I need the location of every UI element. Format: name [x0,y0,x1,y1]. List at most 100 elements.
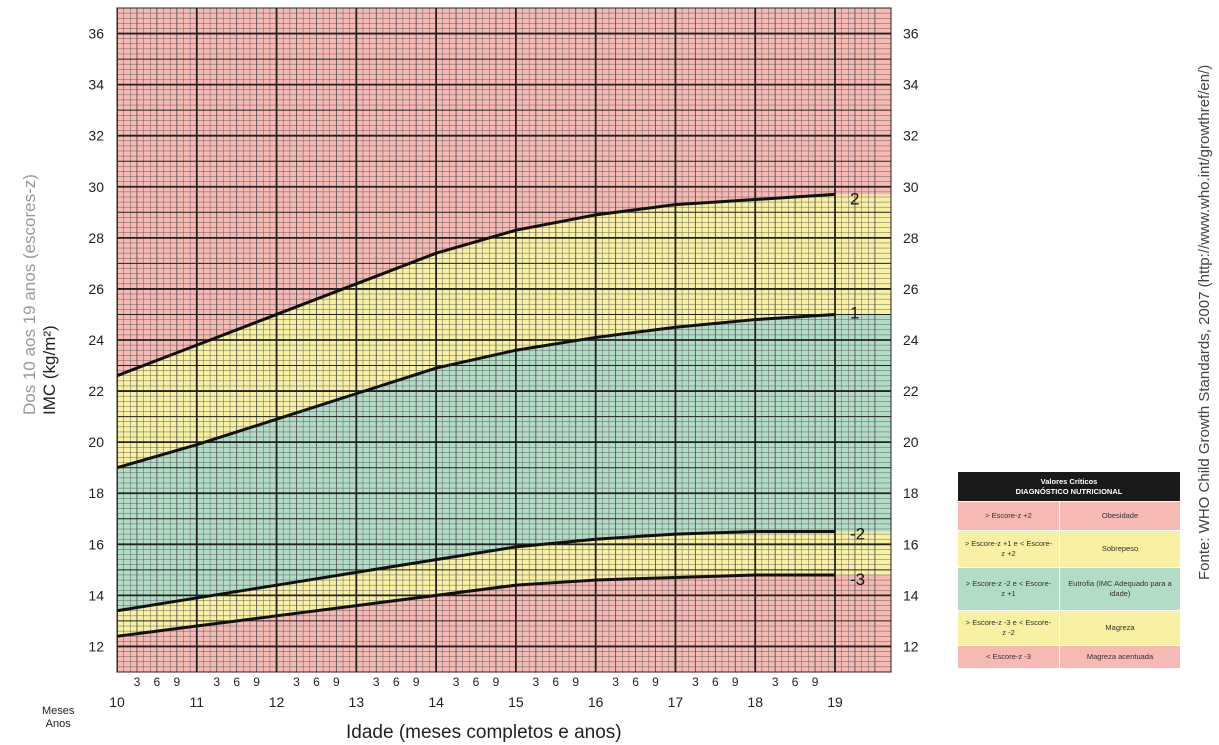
x-month-label: 6 [154,675,161,689]
y-axis-title: Dos 10 aos 19 anos (escores-z) IMC (kg/m… [6,10,96,650]
x-axis-corner-labels: Meses Anos [42,705,74,731]
x-month-label: 9 [652,675,659,689]
legend-criterion: > Escore-z +2 [958,502,1060,530]
x-year-label: 17 [668,694,684,710]
x-month-label: 9 [732,675,739,689]
x-year-label: 11 [190,694,205,710]
y-tick-label-left: 16 [88,536,104,552]
y-tick-label-right: 18 [903,485,919,501]
y-tick-label-left: 30 [88,179,104,195]
x-year-label: 14 [428,694,444,710]
x-month-label: 3 [692,675,699,689]
y-tick-label-left: 22 [88,383,104,399]
zscore-line [117,312,836,470]
x-month-label: 6 [313,675,320,689]
x-month-label: 9 [333,675,340,689]
source-note: Fonte: WHO Child Growth Standards, 2007 … [1196,64,1213,580]
x-month-label: 9 [493,675,500,689]
months-label: Meses [42,705,75,717]
series-label: 1 [850,303,859,322]
x-month-label: 6 [473,675,480,689]
zscore-line [117,573,835,638]
y-tick-label-left: 12 [88,638,104,654]
y-tick-label-right: 34 [903,77,919,93]
x-month-label: 9 [572,675,579,689]
y-tick-label-right: 12 [903,638,919,654]
x-month-label: 3 [293,675,300,689]
legend-diagnosis: Eutrofia (IMC Adequado para a idade) [1068,579,1172,598]
y-tick-label-right: 24 [903,332,919,348]
x-month-label: 9 [812,675,819,689]
x-year-label: 15 [508,694,524,710]
x-month-label: 6 [632,675,639,689]
x-month-label: 3 [213,675,220,689]
x-month-label: 9 [253,675,260,689]
x-month-label: 6 [233,675,240,689]
y-tick-label-right: 20 [903,434,919,450]
legend-criterion: < Escore-z -3 [958,646,1060,668]
y-tick-label-left: 28 [88,230,104,246]
series-label: 2 [850,189,859,208]
legend-criterion: > Escore-z +1 e < Escore-z +2 [958,531,1060,567]
y-tick-label-left: 32 [88,128,104,144]
legend-row-sobrepeso: > Escore-z +1 e < Escore-z +2 Sobrepeso [958,530,1180,567]
y-tick-label-right: 28 [903,230,919,246]
y-tick-label-left: 14 [88,587,104,603]
y-tick-label-right: 22 [903,383,919,399]
zone-magreza-ext [835,531,891,575]
y-tick-label-right: 26 [903,281,919,297]
zone-sobrepeso-ext [835,194,891,315]
x-month-label: 9 [173,675,180,689]
legend-header: Valores Críticos DIAGNÓSTICO NUTRICIONAL [958,472,1180,501]
y-tick-label-left: 36 [88,26,104,42]
x-axis-title: Idade (meses completos e anos) [346,722,622,743]
x-month-label: 6 [792,675,799,689]
y-tick-label-left: 26 [88,281,104,297]
x-month-label: 9 [413,675,420,689]
y-tick-label-left: 20 [88,434,104,450]
x-year-label: 16 [588,694,604,710]
y-axis-title-line-2: IMC (kg/m²) [40,325,59,415]
legend-row-eutrofia: > Escore-z -2 e < Escore-z +1 Eutrofia (… [958,567,1180,610]
plot-area [117,8,891,672]
series-label: -2 [850,525,865,544]
x-month-label: 3 [373,675,380,689]
grid [117,8,891,672]
zscore-line [117,530,835,613]
y-tick-label-left: 24 [88,332,104,348]
legend-criterion: > Escore-z -2 e < Escore-z +1 [958,568,1060,610]
x-month-label: 3 [453,675,460,689]
series-label: -3 [850,570,865,589]
x-month-label: 6 [552,675,559,689]
y-tick-label-right: 30 [903,179,919,195]
x-month-label: 3 [612,675,619,689]
years-label: Anos [45,718,71,730]
legend-diagnosis: Magreza acentuada [1086,652,1154,661]
y-axis-title-line-1: Dos 10 aos 19 anos (escores-z) [20,174,39,415]
legend-diagnosis: Sobrepeso [1101,544,1139,553]
legend-subtitle: DIAGNÓSTICO NUTRICIONAL [1015,487,1123,496]
x-year-label: 10 [109,694,125,710]
x-month-label: 3 [772,675,779,689]
x-year-label: 18 [747,694,763,710]
legend-diagnosis: Magreza [1105,623,1135,632]
legend-title: Valores Críticos [1040,477,1098,486]
legend-criterion: > Escore-z -3 e < Escore-z -2 [958,611,1060,645]
x-month-label: 3 [134,675,141,689]
plot-frame [116,7,892,673]
y-tick-label-right: 16 [903,536,919,552]
y-tick-label-right: 14 [903,587,919,603]
legend-row-obesidade: > Escore-z +2 Obesidade [958,501,1180,530]
legend-row-magreza: > Escore-z -3 e < Escore-z -2 Magreza [958,610,1180,645]
y-tick-label-right: 32 [903,128,919,144]
y-tick-label-right: 36 [903,26,919,42]
x-year-label: 12 [269,694,285,710]
x-month-label: 6 [393,675,400,689]
x-month-label: 6 [712,675,719,689]
zscore-line [117,192,836,378]
zone-eutrofia-ext [835,314,891,532]
y-tick-label-left: 18 [88,485,104,501]
x-month-label: 3 [532,675,539,689]
nutritional-diagnosis-legend: Valores Críticos DIAGNÓSTICO NUTRICIONAL… [958,472,1180,668]
